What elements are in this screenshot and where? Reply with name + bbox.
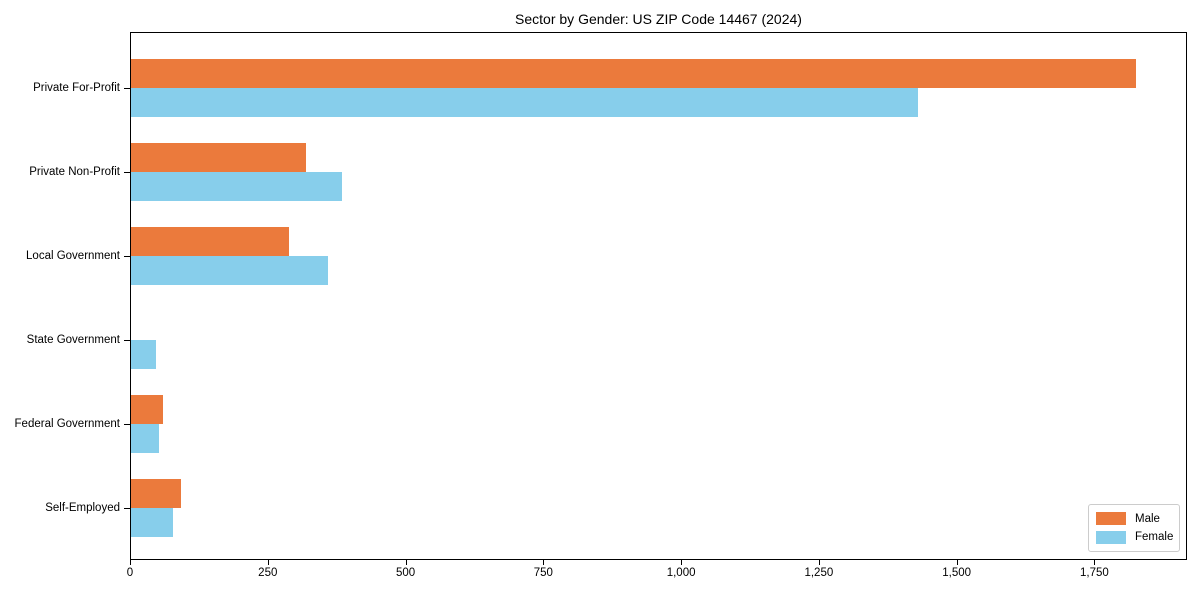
bar-male: [131, 59, 1137, 88]
x-axis-tick-mark: [405, 560, 407, 565]
x-axis-tick-mark: [681, 560, 683, 565]
legend-swatch-female: [1096, 530, 1126, 544]
x-axis-tick-mark: [1094, 560, 1096, 565]
y-axis-category-label: Self-Employed: [45, 502, 120, 514]
x-axis-tick-label: 1,500: [942, 567, 972, 579]
y-axis-tick-mark: [124, 508, 130, 509]
x-axis-tick-mark: [130, 560, 131, 565]
bar-female: [131, 172, 342, 201]
legend-entry: Female: [1096, 530, 1174, 544]
bar-male: [131, 479, 182, 508]
x-axis-tick-mark: [818, 560, 820, 565]
bar-female: [131, 508, 173, 537]
x-axis-tick-mark: [956, 560, 958, 565]
y-axis-category-label: Local Government: [26, 250, 120, 262]
bar-female: [131, 256, 329, 285]
legend-label: Male: [1135, 512, 1160, 525]
y-axis-tick-mark: [124, 340, 130, 341]
y-axis-category-label: Federal Government: [14, 418, 120, 430]
x-axis-tick-label: 250: [258, 567, 278, 579]
bar-male: [131, 227, 289, 256]
y-axis-category-label: State Government: [26, 334, 120, 346]
x-axis-tick-label: 1,000: [666, 567, 696, 579]
x-axis-tick-label: 0: [126, 567, 134, 579]
legend-swatch-male: [1096, 512, 1126, 526]
legend-label: Female: [1135, 531, 1174, 544]
bar-male: [131, 395, 164, 424]
bar-female: [131, 88, 919, 117]
y-axis-tick-mark: [124, 256, 130, 257]
x-axis-tick-label: 1,750: [1080, 567, 1109, 579]
plot-area: [130, 32, 1187, 560]
y-axis-category-label: Private For-Profit: [33, 82, 120, 94]
y-axis-tick-mark: [124, 88, 130, 89]
y-axis-tick-mark: [124, 424, 130, 425]
y-axis-tick-mark: [124, 172, 130, 173]
x-axis-tick-label: 750: [533, 567, 553, 579]
bar-female: [131, 340, 157, 369]
x-axis-tick-label: 1,250: [804, 567, 834, 579]
bar-male: [131, 143, 307, 172]
x-axis-tick-mark: [267, 560, 269, 565]
legend: Male Female: [1088, 504, 1180, 552]
x-axis-tick-mark: [543, 560, 545, 565]
x-axis-tick-label: 500: [395, 567, 416, 579]
chart-title: Sector by Gender: US ZIP Code 14467 (202…: [515, 11, 802, 27]
bar-female: [131, 424, 159, 453]
y-axis-category-label: Private Non-Profit: [29, 166, 120, 178]
legend-entry: Male: [1096, 512, 1172, 526]
